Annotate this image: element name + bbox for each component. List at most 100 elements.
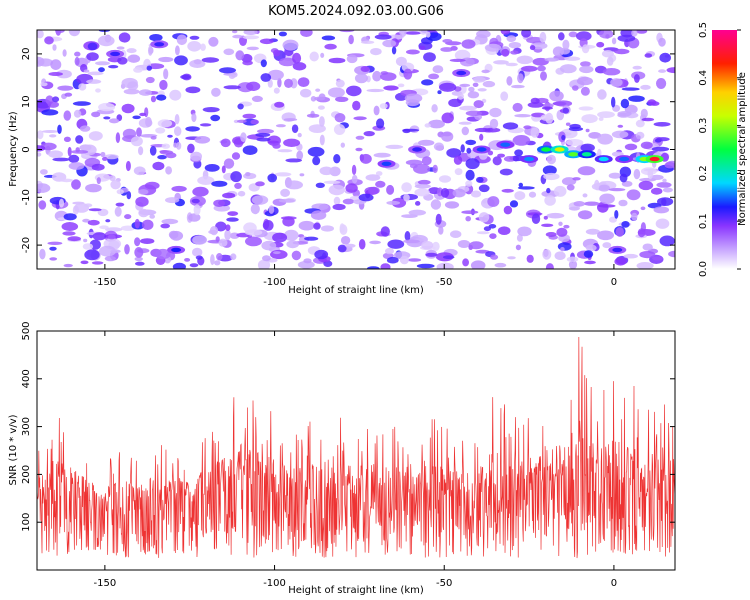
colorbar-tick-label: 0.3 [698, 118, 709, 134]
heatmap-cell [155, 127, 166, 134]
heatmap-cell [267, 173, 278, 183]
heatmap-cell [225, 224, 231, 231]
heatmap-cell [149, 34, 163, 42]
heatmap-feature-core [524, 156, 535, 162]
heatmap-cell [298, 220, 315, 231]
heatmap-cell [494, 262, 507, 268]
y-tick-label: 300 [21, 417, 32, 436]
heatmap-cell [62, 49, 67, 57]
heatmap-cell [439, 82, 457, 92]
heatmap-cell [545, 263, 554, 269]
heatmap-cell [171, 185, 187, 192]
heatmap-cell [337, 244, 347, 253]
heatmap-cell [340, 236, 351, 245]
heatmap-cell [531, 213, 541, 224]
heatmap-cell [48, 150, 63, 158]
heatmap-cell [608, 172, 622, 179]
heatmap-cell [237, 190, 246, 197]
heatmap-cell [125, 160, 131, 172]
heatmap-cell [104, 154, 119, 160]
heatmap-feature-core [456, 70, 467, 76]
heatmap-cell [585, 244, 597, 252]
heatmap-cell [259, 38, 274, 45]
heatmap-cell [169, 89, 182, 101]
heatmap-cell [461, 39, 476, 49]
heatmap-cell [526, 254, 534, 263]
heatmap-cell [568, 260, 578, 269]
heatmap-cell [78, 83, 87, 91]
heatmap-cell [342, 198, 355, 205]
heatmap-cell [262, 220, 274, 231]
heatmap-cell [403, 239, 420, 244]
heatmap-cell [191, 113, 197, 123]
heatmap-cell [242, 35, 260, 40]
heatmap-cell [187, 41, 202, 52]
heatmap-cell [611, 96, 616, 108]
heatmap-cell [319, 166, 334, 176]
heatmap-cell [514, 114, 531, 118]
heatmap-cell [578, 106, 594, 111]
heatmap-cell [561, 134, 566, 141]
heatmap-cell [477, 88, 487, 92]
heatmap-cell [537, 65, 546, 72]
heatmap-cell [585, 228, 601, 235]
heatmap-feature-core [541, 147, 551, 152]
heatmap-cell [110, 179, 121, 190]
heatmap-cell [237, 119, 247, 124]
heatmap-cell [105, 219, 111, 223]
heatmap-cell [98, 102, 116, 112]
heatmap-cell [222, 192, 236, 199]
heatmap-cell [580, 143, 595, 152]
heatmap-cell [157, 155, 167, 160]
heatmap-cell [466, 147, 472, 154]
heatmap-cell [73, 109, 82, 118]
heatmap-cell [431, 104, 438, 113]
heatmap-cell [251, 95, 263, 102]
heatmap-cell [366, 88, 385, 93]
heatmap-cell [465, 110, 483, 117]
heatmap-cell [159, 150, 174, 155]
heatmap-cell [251, 195, 269, 205]
heatmap-cell [138, 89, 152, 96]
heatmap-cell [91, 163, 105, 171]
heatmap-cell [57, 124, 62, 134]
heatmap-cell [87, 219, 100, 226]
heatmap-cell [211, 180, 228, 187]
heatmap-cell [213, 199, 226, 207]
heatmap-cell [546, 212, 565, 219]
heatmap-cell [159, 79, 168, 91]
heatmap-cell [292, 52, 302, 64]
heatmap-cell [273, 49, 281, 57]
heatmap-cell [339, 30, 355, 33]
heatmap-cell [273, 251, 281, 255]
heatmap-cell [560, 247, 565, 252]
heatmap-cell [83, 69, 90, 73]
heatmap-cell [641, 117, 655, 122]
heatmap-cell [180, 74, 191, 80]
heatmap-cell [197, 176, 215, 185]
heatmap-cell [75, 135, 84, 144]
heatmap-cell [421, 79, 434, 86]
heatmap-cell [68, 30, 80, 37]
heatmap-cell [656, 137, 670, 142]
heatmap-cell [375, 180, 386, 188]
heatmap-cell [37, 30, 44, 39]
heatmap-cell [457, 92, 464, 100]
heatmap-cell [321, 35, 336, 41]
heatmap-cell [278, 31, 287, 37]
heatmap-cell [176, 142, 182, 150]
heatmap-cell [517, 186, 535, 190]
heatmap-cell [273, 87, 280, 94]
heatmap-cell [41, 109, 59, 116]
heatmap-cell [401, 182, 412, 193]
heatmap-cell [543, 215, 548, 220]
heatmap-cell [651, 146, 670, 152]
heatmap-cell [315, 88, 321, 92]
heatmap-cell [130, 136, 143, 147]
heatmap-cell [92, 232, 107, 241]
heatmap-cell [320, 52, 325, 58]
heatmap-cell [516, 234, 523, 242]
heatmap-cell [658, 37, 666, 47]
heatmap-cell [187, 143, 195, 154]
heatmap-cell [433, 142, 444, 151]
